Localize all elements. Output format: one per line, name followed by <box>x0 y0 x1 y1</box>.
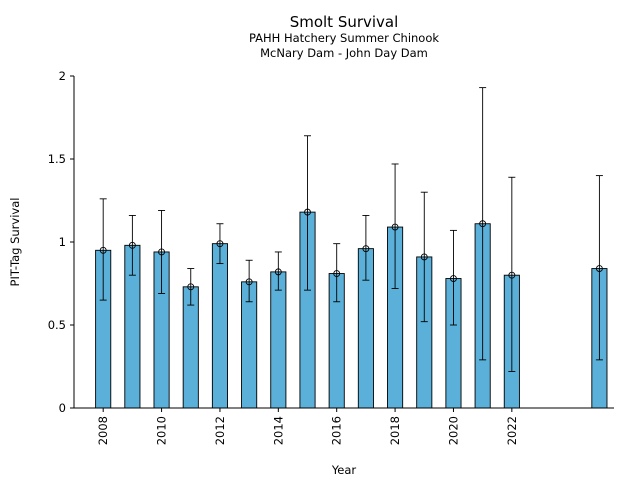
bar-2012-4 <box>211 243 228 409</box>
point-marker-2009-1 <box>128 241 136 249</box>
chart-subtitle-line-2: McNary Dam - John Day Dam <box>260 46 428 60</box>
y-tick-label-0: 0 <box>59 401 66 415</box>
point-marker-2016-8 <box>333 270 341 277</box>
point-marker-2019-11 <box>420 253 428 261</box>
point-marker-2012-4 <box>216 240 224 248</box>
point-marker-2013-5 <box>245 278 253 286</box>
y-tick-label-2: 1 <box>59 235 66 249</box>
point-marker-2014-6 <box>274 268 282 276</box>
point-marker-2020-12 <box>450 275 457 282</box>
y-tick-label-4: 2 <box>59 69 66 83</box>
point-marker-2025-15 <box>595 265 603 273</box>
point-marker-2015-7 <box>304 208 311 216</box>
chart-title: Smolt Survival <box>290 13 399 31</box>
y-ticks: 0 0.5 1 1.5 2 <box>48 69 74 415</box>
point-marker-2021-13 <box>479 220 487 228</box>
point-marker-2018-10 <box>391 223 399 231</box>
point-marker-2017-9 <box>362 245 370 253</box>
chart-subtitle-line-1: PAHH Hatchery Summer Chinook <box>249 31 439 45</box>
point-marker-2011-3 <box>187 283 195 291</box>
x-tick-label-4: 2016 <box>330 416 344 445</box>
point-marker-2022-14 <box>508 271 516 279</box>
x-tick-label-3: 2014 <box>271 416 285 445</box>
bar-2014-6 <box>270 271 287 409</box>
x-tick-label-1: 2010 <box>155 416 169 445</box>
point-marker-2010-2 <box>158 248 166 256</box>
point-markers-layer <box>99 208 603 291</box>
x-tick-label-6: 2020 <box>446 416 460 445</box>
y-axis-label: PIT-Tag Survival <box>8 198 22 287</box>
x-tick-label-2: 2012 <box>213 416 227 445</box>
x-ticks: 2008 2010 2012 2014 2016 2018 2020 2022 <box>96 408 519 445</box>
point-marker-2008-0 <box>99 246 107 254</box>
x-tick-label-7: 2022 <box>505 416 519 445</box>
x-tick-label-5: 2018 <box>388 416 402 445</box>
x-tick-label-0: 2008 <box>96 416 110 445</box>
y-tick-label-1: 0.5 <box>48 318 66 332</box>
error-bars-layer <box>99 87 603 372</box>
x-axis-label: Year <box>331 463 357 477</box>
bars-layer <box>95 211 608 409</box>
y-tick-label-3: 1.5 <box>48 152 66 166</box>
